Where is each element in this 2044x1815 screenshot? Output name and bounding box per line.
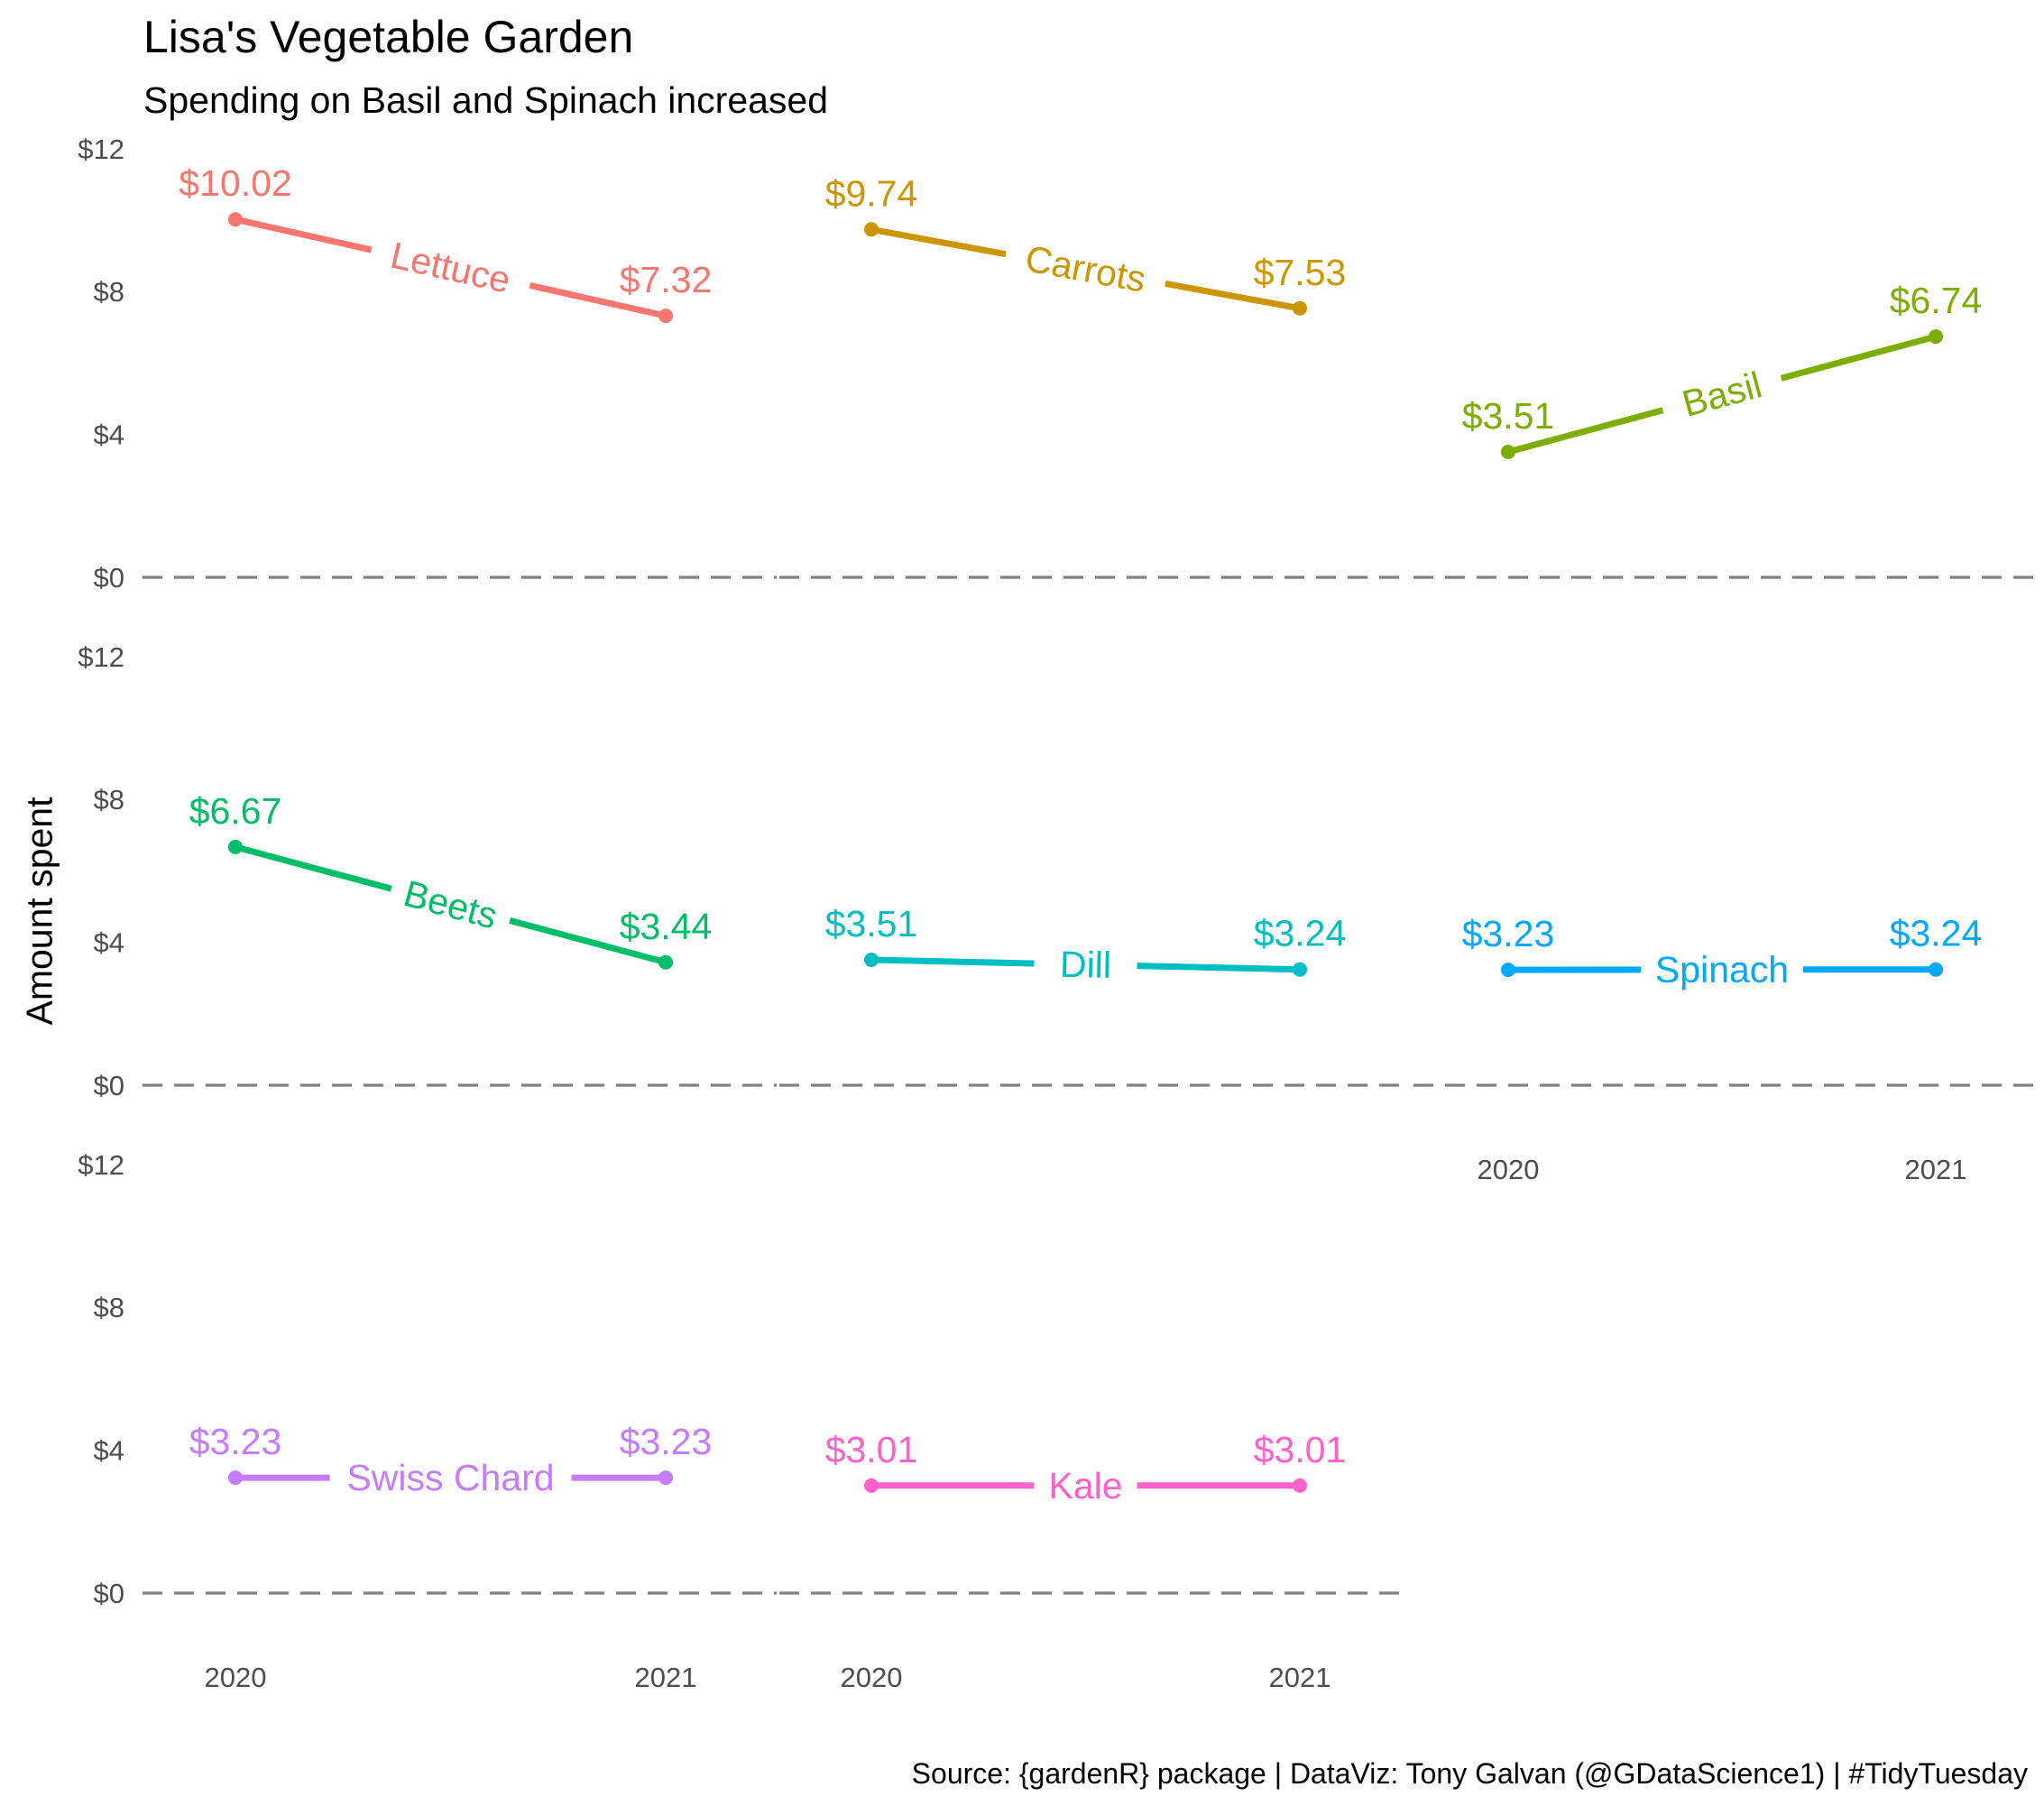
value-label-2021: $7.32 (620, 259, 713, 300)
data-point-2020 (864, 222, 879, 237)
data-point-2020 (228, 212, 243, 227)
series-label-gap (1034, 1465, 1137, 1506)
series-label-gap (1657, 359, 1787, 430)
series-label: Spinach (1655, 949, 1789, 990)
series-label: Lettuce (387, 235, 514, 301)
series-label-group: Basil (1657, 359, 1787, 430)
series-label-group: Lettuce (366, 230, 535, 305)
value-label-2020: $6.67 (189, 790, 282, 832)
series-label: Dill (1060, 944, 1112, 986)
data-point-2020 (864, 1478, 879, 1493)
y-tick-label: $8 (94, 784, 124, 815)
y-tick-label: $4 (94, 419, 124, 451)
series-label-group: Beets (386, 869, 515, 940)
x-tick-label: 2020 (841, 1662, 903, 1693)
y-tick-label: $4 (94, 927, 124, 959)
series-label: Kale (1048, 1465, 1122, 1506)
chart-title: Lisa's Vegetable Garden (143, 12, 634, 62)
value-label-2020: $3.23 (1462, 913, 1555, 954)
series-label: Swiss Chard (346, 1457, 554, 1498)
series-label-gap (366, 230, 535, 305)
data-point-2021 (1929, 329, 1943, 345)
series-label-gap (386, 869, 515, 940)
y-tick-label: $8 (94, 276, 124, 308)
series-label-group: Spinach (1640, 949, 1804, 990)
x-tick-label: 2021 (1905, 1154, 1967, 1185)
series-label-group: Dill (1034, 944, 1137, 986)
data-point-2021 (1293, 300, 1307, 316)
y-tick-label: $12 (78, 134, 124, 165)
y-tick-label: $0 (94, 1578, 124, 1609)
value-label-2021: $3.44 (620, 906, 713, 947)
data-point-2021 (1293, 1478, 1307, 1493)
value-label-2020: $9.74 (825, 172, 918, 214)
y-tick-label: $0 (94, 1070, 124, 1101)
series-label: Basil (1678, 364, 1766, 425)
y-tick-label: $12 (78, 641, 124, 673)
series-label-group: Kale (1034, 1465, 1137, 1506)
value-label-2021: $3.01 (1254, 1429, 1347, 1470)
y-tick-label: $4 (94, 1435, 124, 1467)
value-label-2021: $3.24 (1254, 913, 1347, 954)
data-point-2021 (658, 954, 673, 970)
data-point-2020 (228, 839, 243, 854)
data-point-2020 (864, 953, 879, 968)
series-label-gap (1034, 944, 1137, 986)
series-label-gap (329, 1458, 572, 1498)
value-label-2020: $3.51 (1462, 395, 1555, 437)
y-tick-label: $12 (78, 1149, 124, 1181)
x-tick-label: 2020 (205, 1662, 267, 1693)
series-label: Beets (400, 872, 502, 937)
series-label-group: Carrots (1002, 235, 1169, 303)
data-point-2020 (228, 1470, 243, 1486)
series-label: Carrots (1022, 237, 1149, 300)
value-label-2021: $7.53 (1254, 252, 1347, 293)
x-tick-label: 2021 (635, 1662, 697, 1693)
value-label-2020: $3.23 (189, 1421, 282, 1462)
y-tick-label: $0 (94, 562, 124, 594)
chart-caption: Source: {gardenR} package | DataViz: Ton… (911, 1757, 2028, 1790)
y-tick-label: $8 (94, 1292, 124, 1323)
x-tick-label: 2021 (1269, 1662, 1331, 1693)
data-point-2020 (1501, 963, 1515, 978)
data-point-2020 (1501, 445, 1515, 460)
data-point-2021 (1293, 962, 1307, 977)
series-label-gap (1640, 949, 1804, 990)
x-tick-label: 2020 (1478, 1154, 1540, 1185)
series-label-gap (1002, 235, 1169, 303)
value-label-2020: $3.01 (825, 1429, 918, 1470)
value-label-2020: $10.02 (179, 162, 291, 204)
chart-subtitle: Spending on Basil and Spinach increased (143, 79, 829, 121)
value-label-2020: $3.51 (825, 903, 918, 944)
series-label-group: Swiss Chard (329, 1457, 572, 1498)
value-label-2021: $6.74 (1890, 280, 1983, 321)
data-point-2021 (658, 309, 673, 324)
value-label-2021: $3.24 (1890, 913, 1983, 954)
value-label-2021: $3.23 (620, 1421, 713, 1462)
data-point-2021 (658, 1470, 673, 1486)
data-point-2021 (1929, 962, 1943, 977)
